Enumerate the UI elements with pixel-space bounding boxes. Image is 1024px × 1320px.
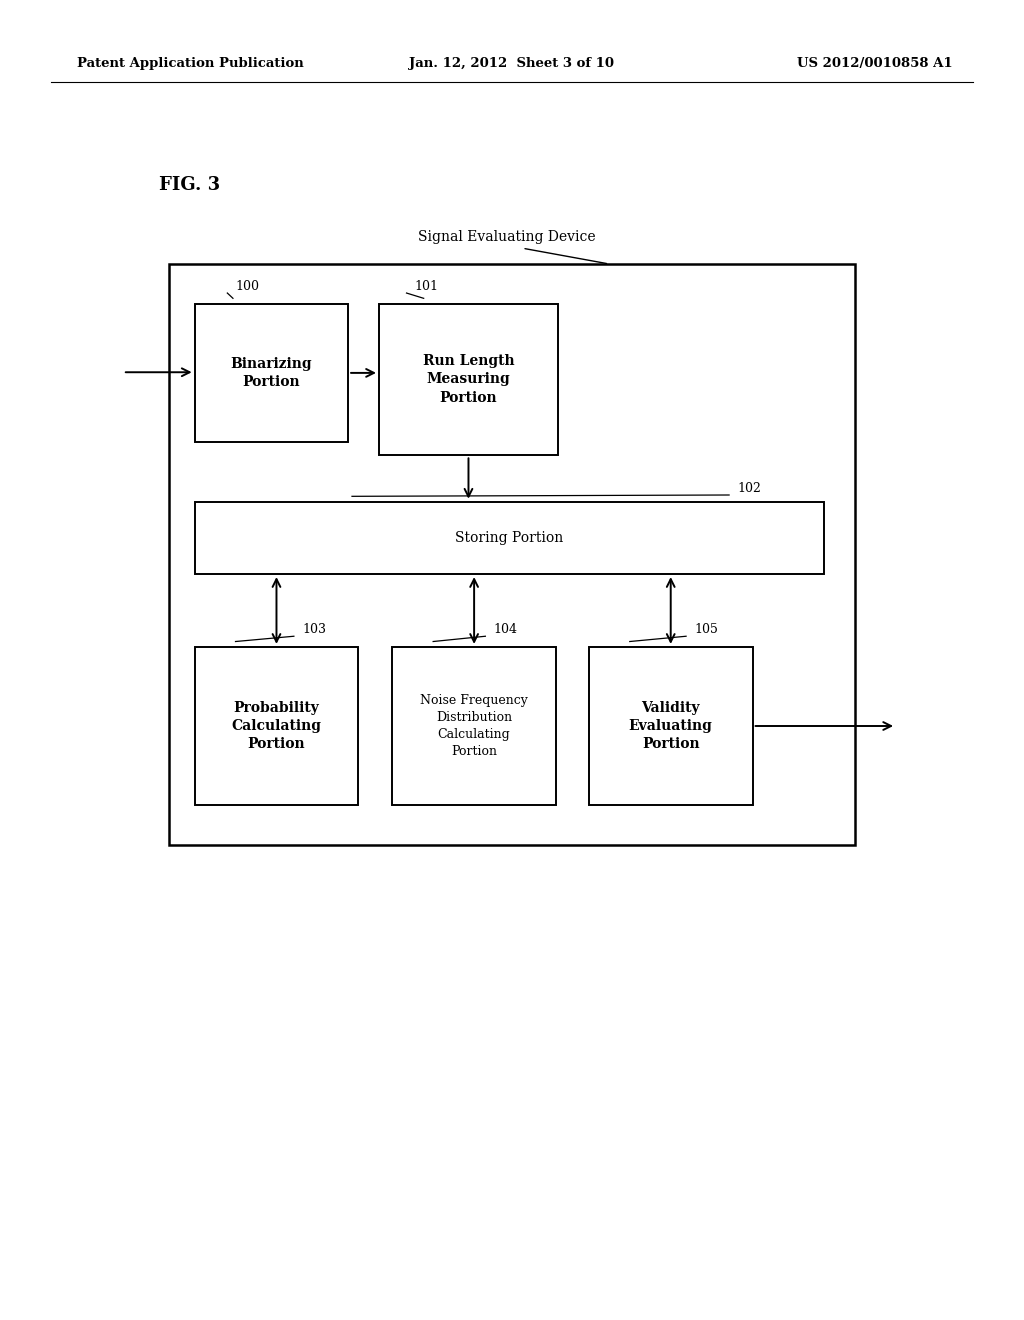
Bar — [195, 304, 348, 442]
Text: Probability
Calculating
Portion: Probability Calculating Portion — [231, 701, 322, 751]
Text: 103: 103 — [302, 623, 326, 636]
Bar — [195, 647, 358, 805]
Text: Run Length
Measuring
Portion: Run Length Measuring Portion — [423, 354, 514, 405]
Text: Signal Evaluating Device: Signal Evaluating Device — [418, 230, 596, 244]
Text: Noise Frequency
Distribution
Calculating
Portion: Noise Frequency Distribution Calculating… — [420, 694, 528, 758]
Text: Binarizing
Portion: Binarizing Portion — [230, 356, 312, 389]
Bar — [392, 647, 556, 805]
Bar — [195, 502, 824, 574]
Text: 104: 104 — [494, 623, 517, 636]
Text: FIG. 3: FIG. 3 — [159, 176, 220, 194]
Text: Jan. 12, 2012  Sheet 3 of 10: Jan. 12, 2012 Sheet 3 of 10 — [410, 57, 614, 70]
Text: 100: 100 — [236, 280, 259, 293]
Text: Validity
Evaluating
Portion: Validity Evaluating Portion — [629, 701, 713, 751]
Text: Storing Portion: Storing Portion — [456, 531, 563, 545]
Text: 102: 102 — [737, 482, 761, 495]
Bar — [169, 264, 855, 845]
Text: Patent Application Publication: Patent Application Publication — [77, 57, 303, 70]
Bar — [379, 304, 558, 455]
Text: 105: 105 — [694, 623, 718, 636]
Bar — [589, 647, 753, 805]
Text: US 2012/0010858 A1: US 2012/0010858 A1 — [797, 57, 952, 70]
Text: 101: 101 — [415, 280, 438, 293]
